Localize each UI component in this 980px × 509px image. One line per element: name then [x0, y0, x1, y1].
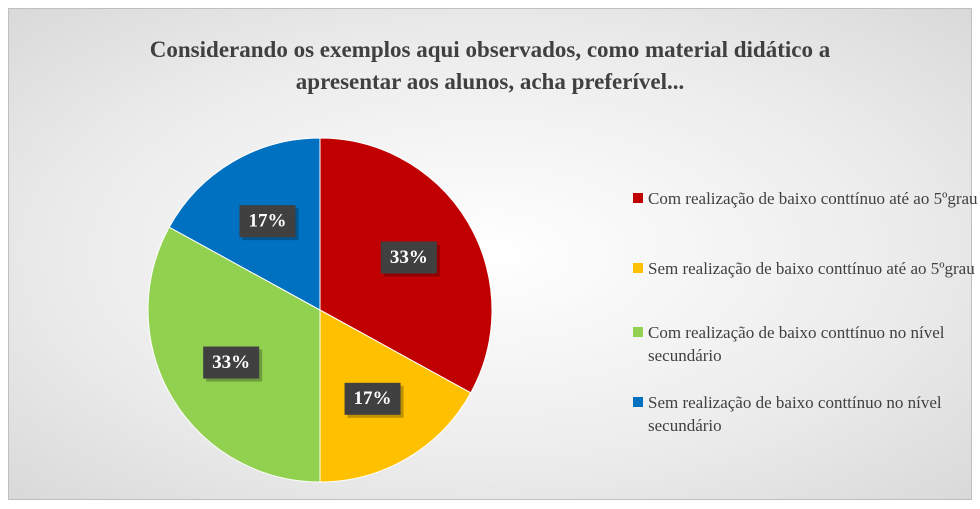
data-label-box [239, 205, 296, 238]
chart-title: Considerando os exemplos aqui observados… [149, 37, 831, 94]
legend-label: Sem realização de baixo conttínuo até ao… [648, 259, 975, 278]
legend-label: Com realização de baixo conttínuo no nív… [648, 323, 945, 365]
data-label: 33% [212, 352, 250, 373]
legend-swatch [633, 263, 643, 273]
legend-item: Com realização de baixo conttínuo no nív… [633, 321, 978, 367]
legend-label: Com realização de baixo conttínuo até ao… [648, 189, 978, 208]
legend-label: Sem realização de baixo conttínuo no nív… [648, 393, 942, 435]
data-label-box [344, 382, 401, 415]
data-label: 17% [248, 211, 286, 232]
legend-swatch [633, 327, 643, 337]
legend-swatch [633, 397, 643, 407]
legend-swatch [633, 193, 643, 203]
data-label-box [380, 241, 437, 274]
legend-item: Com realização de baixo conttínuo até ao… [633, 187, 978, 210]
legend-item: Sem realização de baixo conttínuo até ao… [633, 257, 978, 280]
data-label: 17% [354, 388, 392, 409]
data-label-box [203, 346, 260, 379]
data-label: 33% [390, 247, 428, 268]
legend-item: Sem realização de baixo conttínuo no nív… [633, 391, 978, 437]
